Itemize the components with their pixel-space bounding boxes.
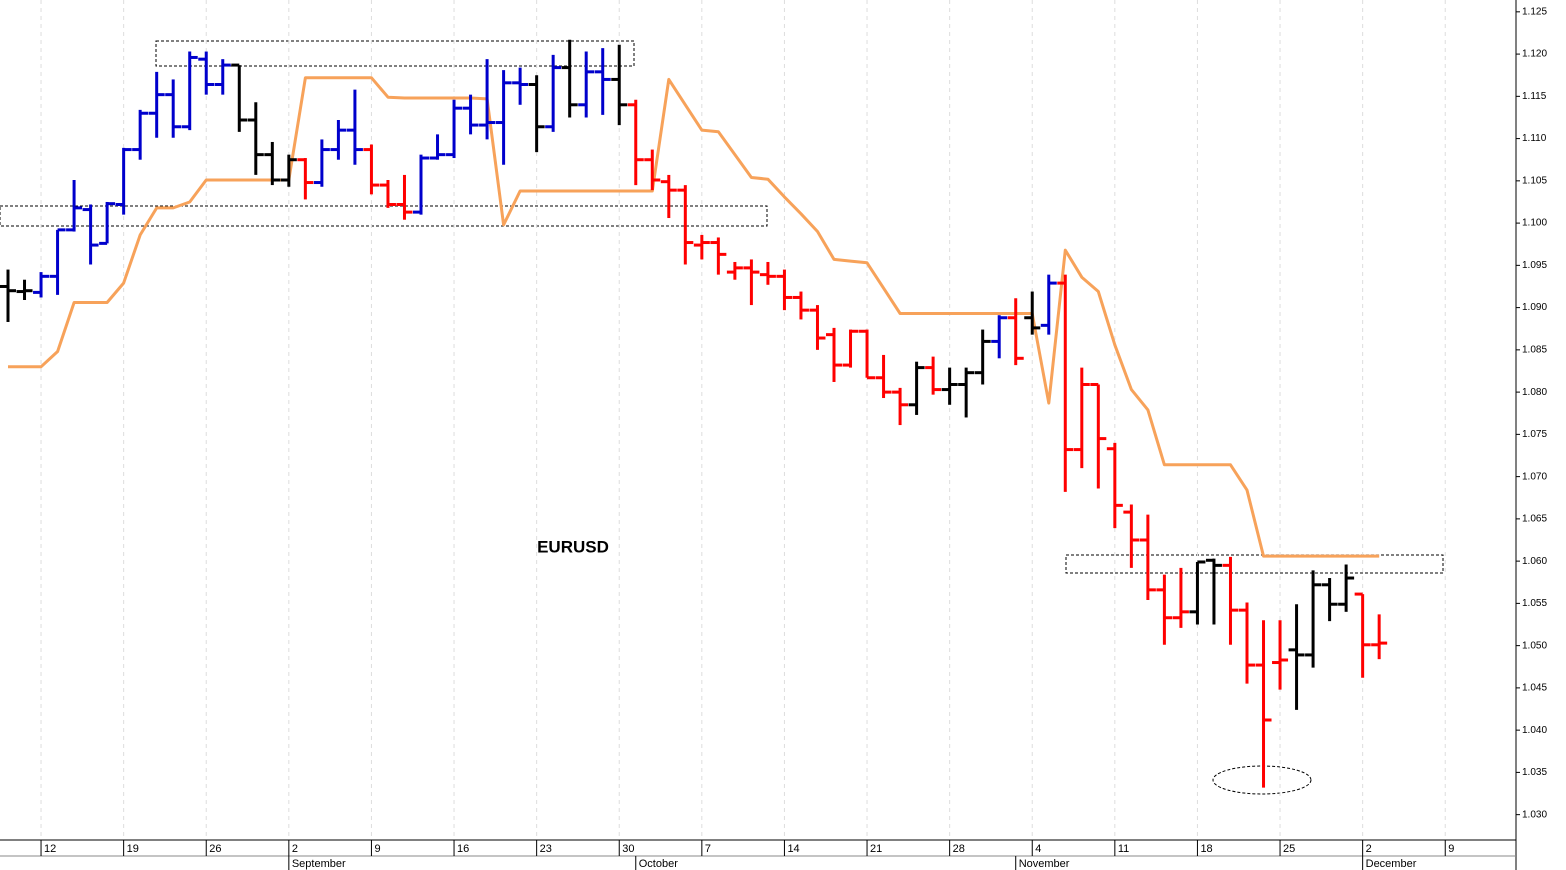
x-tick-label: 14 — [787, 843, 799, 855]
overlay-line — [8, 76, 1380, 558]
x-tick-label: 16 — [457, 843, 469, 855]
zone-box — [1065, 554, 1444, 574]
y-tick-label: 1.100 — [1522, 218, 1547, 229]
zone-box — [155, 40, 635, 67]
x-tick-label: 9 — [374, 843, 380, 855]
y-tick-label: 1.115 — [1522, 91, 1547, 102]
y-tick-label: 1.040 — [1522, 725, 1547, 736]
month-label: November — [1019, 858, 1070, 870]
y-tick-label: 1.080 — [1522, 387, 1547, 398]
month-label: October — [639, 858, 678, 870]
x-tick-label: 12 — [44, 843, 56, 855]
x-tick-label: 7 — [705, 843, 711, 855]
zone-box — [0, 205, 768, 227]
y-tick-label: 1.030 — [1522, 809, 1547, 820]
y-tick-label: 1.055 — [1522, 598, 1547, 609]
x-tick-label: 18 — [1200, 843, 1212, 855]
x-tick-label: 11 — [1118, 843, 1129, 855]
x-tick-label: 9 — [1448, 843, 1454, 855]
y-tick-label: 1.050 — [1522, 640, 1547, 651]
y-tick-label: 1.085 — [1522, 344, 1547, 355]
x-tick-label: 21 — [870, 843, 882, 855]
x-tick-label: 23 — [540, 843, 552, 855]
y-tick-label: 1.120 — [1522, 49, 1547, 60]
x-tick-label: 25 — [1283, 843, 1295, 855]
x-tick-label: 19 — [127, 843, 139, 855]
x-tick-label: 4 — [1035, 843, 1041, 855]
x-tick-label: 2 — [1366, 843, 1372, 855]
y-tick-label: 1.045 — [1522, 683, 1547, 694]
y-tick-label: 1.110 — [1522, 133, 1547, 144]
low-marker — [1212, 765, 1312, 795]
y-tick-label: 1.070 — [1522, 471, 1547, 482]
y-tick-label: 1.090 — [1522, 302, 1547, 313]
x-tick-label: 26 — [209, 843, 221, 855]
month-label: September — [292, 858, 346, 870]
y-tick-label: 1.065 — [1522, 514, 1547, 525]
x-tick-label: 28 — [953, 843, 965, 855]
x-tick-label: 2 — [292, 843, 298, 855]
chart-title: EURUSD — [537, 537, 609, 556]
month-label: December — [1366, 858, 1417, 870]
y-tick-label: 1.075 — [1522, 429, 1547, 440]
y-tick-label: 1.095 — [1522, 260, 1547, 271]
y-tick-label: 1.105 — [1522, 175, 1547, 186]
x-tick-label: 30 — [622, 843, 634, 855]
y-tick-label: 1.060 — [1522, 556, 1547, 567]
y-tick-label: 1.125 — [1522, 6, 1547, 17]
y-tick-label: 1.035 — [1522, 767, 1547, 778]
